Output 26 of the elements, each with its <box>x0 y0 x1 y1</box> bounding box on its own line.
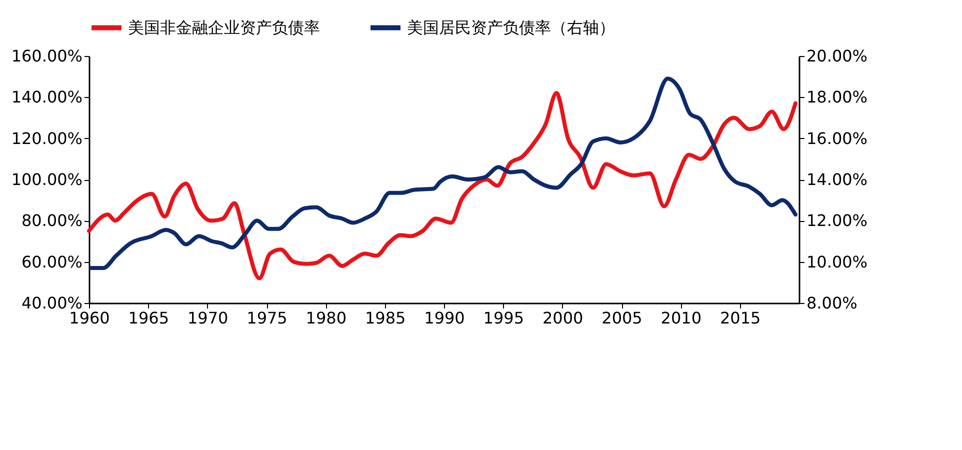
y2-tick-label: 16.00% <box>806 128 868 148</box>
x-tick-label: 2010 <box>660 308 702 328</box>
x-tick-label: 1985 <box>364 308 406 328</box>
x-tick-label: 1980 <box>306 308 347 328</box>
x-tick-label: 1995 <box>483 308 524 328</box>
legend-label: 美国非金融企业资产负债率 <box>128 18 320 37</box>
x-tick-label: 1975 <box>246 308 288 328</box>
x-tick-label: 2015 <box>720 308 761 328</box>
y2-tick-label: 14.00% <box>806 170 868 189</box>
y-tick-label: 80.00% <box>21 211 82 230</box>
y-tick-label: 120.00% <box>11 128 82 148</box>
y2-tick-label: 8.00% <box>806 294 858 312</box>
y-tick-label: 100.00% <box>11 170 82 189</box>
y2-tick-label: 10.00% <box>806 252 868 272</box>
y2-tick-label: 12.00% <box>806 211 868 230</box>
x-tick-label: 1965 <box>128 308 170 328</box>
y2-tick-label: 20.00% <box>806 46 868 66</box>
y-tick-label: 140.00% <box>11 88 82 107</box>
x-tick-label: 2005 <box>602 308 642 328</box>
x-tick-label: 1990 <box>424 308 465 328</box>
y2-tick-label: 18.00% <box>806 88 868 107</box>
legend-label: 美国居民资产负债率（右轴） <box>407 18 615 37</box>
y-tick-label: 160.00% <box>11 46 82 66</box>
x-tick-label: 2000 <box>542 308 584 328</box>
y-tick-label: 60.00% <box>21 252 82 272</box>
x-tick-label: 1970 <box>187 308 228 328</box>
